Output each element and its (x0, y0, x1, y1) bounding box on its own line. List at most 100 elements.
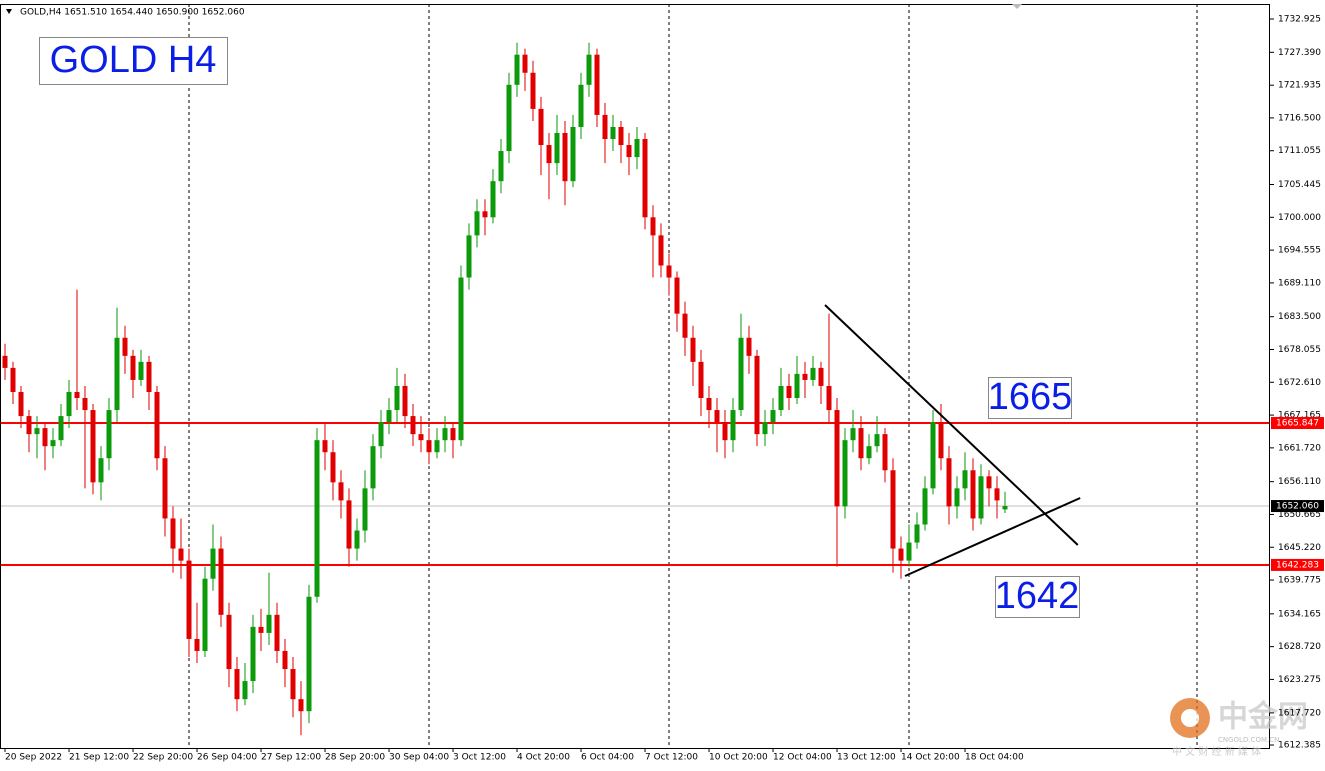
candle-body (930, 422, 936, 489)
candle-body (986, 476, 992, 489)
plot-border (0, 4, 1270, 749)
trendline (824, 304, 1079, 546)
candle-body (546, 145, 552, 164)
candle-body (426, 440, 432, 453)
candle-body (586, 54, 592, 85)
candle-body (770, 410, 776, 423)
candle-body (530, 72, 536, 109)
candle-body (914, 524, 920, 543)
y-tick-label: 1639.775 (1278, 576, 1321, 586)
candle-body (418, 434, 424, 441)
candle-body (642, 139, 648, 218)
candle-body (850, 428, 856, 441)
x-tick-label: 4 Oct 20:00 (517, 753, 570, 763)
y-tick-label: 1727.390 (1278, 48, 1321, 58)
candle-body (274, 614, 280, 651)
candle-body (834, 410, 840, 507)
candle-body (874, 434, 880, 447)
candle-body (626, 145, 632, 158)
menu-triangle (6, 9, 12, 14)
y-tick-label: 1667.165 (1278, 411, 1321, 421)
candle-body (98, 458, 104, 483)
candle-body (186, 560, 192, 639)
candle-body (794, 373, 800, 398)
y-tick-label: 1705.445 (1278, 180, 1321, 190)
candle-body (338, 482, 344, 501)
candle-body (690, 337, 696, 362)
candle-body (658, 235, 664, 266)
y-tick-label: 1650.665 (1278, 510, 1321, 520)
candle-body (130, 355, 136, 380)
brand: 中金网 (1218, 700, 1308, 735)
candle-body (578, 84, 584, 127)
candle-body (754, 355, 760, 435)
candle-body (482, 211, 488, 218)
candle-body (610, 126, 616, 140)
y-tick-label: 1645.220 (1278, 543, 1321, 553)
annotation: 1642 (995, 575, 1080, 617)
y-tick-label: 1678.055 (1278, 345, 1321, 355)
candle-body (514, 54, 520, 85)
candle-body (954, 488, 960, 507)
candle-body (938, 422, 944, 459)
annotation: 1665 (988, 376, 1073, 418)
candle-body (346, 500, 352, 549)
candle-body (106, 410, 112, 459)
candle-body (970, 470, 976, 519)
candle-body (2, 355, 8, 368)
candle-body (498, 151, 504, 182)
candle-body (170, 518, 176, 549)
candle-body (194, 638, 200, 651)
candle-body (674, 277, 680, 314)
x-tick-label: 18 Oct 04:00 (965, 753, 1024, 763)
candle-body (306, 596, 312, 712)
candle-body (290, 669, 296, 700)
candle-body (842, 440, 848, 507)
candle-body (650, 217, 656, 236)
candle-body (114, 337, 120, 411)
candle-body (50, 440, 56, 447)
x-tick-label: 3 Oct 12:00 (453, 753, 506, 763)
candle-body (810, 367, 816, 380)
shift-marker (1012, 4, 1022, 9)
candle-body (490, 181, 496, 218)
candle-body (354, 530, 360, 549)
price-label: 1652.060 (1276, 502, 1319, 512)
candle-body (946, 458, 952, 507)
candle-body (162, 458, 168, 519)
candle-body (210, 548, 216, 579)
candle-body (178, 548, 184, 561)
candle-body (138, 361, 144, 380)
candle-body (722, 422, 728, 441)
candle-body (522, 54, 528, 73)
x-tick-label: 6 Oct 04:00 (581, 753, 634, 763)
annotation-box (988, 377, 1072, 419)
candle-body (906, 542, 912, 561)
candle-body (18, 391, 24, 417)
x-tick-label: 14 Oct 20:00 (901, 753, 960, 763)
candle-body (562, 132, 568, 182)
x-tick-label: 30 Sep 04:00 (389, 753, 449, 763)
y-tick-label: 1623.275 (1278, 675, 1321, 685)
y-tick-label: 1628.720 (1278, 642, 1321, 652)
price-label-box (1271, 500, 1324, 513)
candle-body (730, 410, 736, 441)
candle-body (322, 440, 328, 453)
candle-body (90, 410, 96, 483)
y-tick-label: 1634.165 (1278, 609, 1321, 619)
y-tick-label: 1672.610 (1278, 378, 1321, 388)
candle-body (554, 132, 560, 164)
domain: CNGOLD.COM.CN (1218, 736, 1279, 744)
candle-body (250, 626, 256, 682)
candle-body (450, 428, 456, 441)
candle-body (538, 108, 544, 146)
y-tick-label: 1732.925 (1278, 14, 1321, 24)
candle-body (858, 428, 864, 459)
x-tick-label: 7 Oct 12:00 (645, 753, 698, 763)
x-tick-label: 10 Oct 20:00 (709, 753, 768, 763)
tagline: 中 文 财 经 新 媒 体 (1172, 745, 1261, 758)
candle-body (218, 548, 224, 615)
candle-body (378, 422, 384, 447)
candle-body (866, 446, 872, 459)
candle-body (154, 391, 160, 459)
